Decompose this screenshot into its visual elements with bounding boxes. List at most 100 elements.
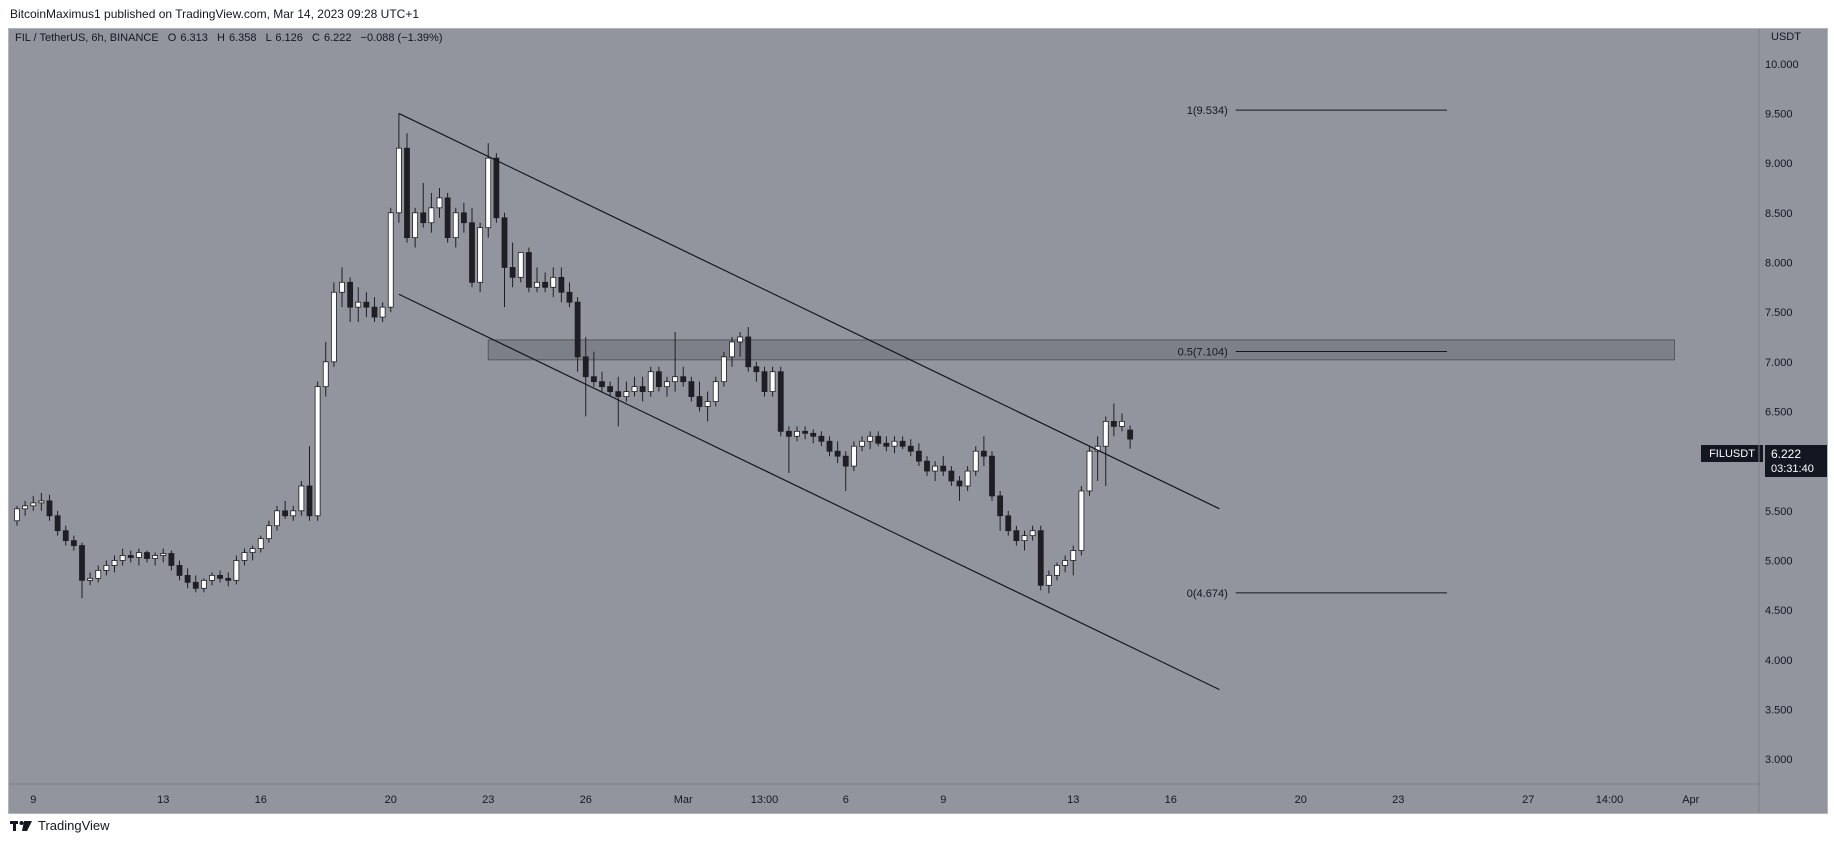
time-scale-background[interactable] — [9, 784, 1759, 813]
candle — [940, 456, 947, 477]
candle — [314, 381, 321, 521]
candle-body — [769, 371, 776, 392]
candle-body — [672, 376, 679, 383]
y-tick-label: 9.500 — [1765, 108, 1793, 120]
x-tick-label: 6 — [843, 794, 849, 806]
currency-label: USDT — [1771, 31, 1801, 43]
plot-background[interactable] — [9, 29, 1759, 784]
candle-body — [517, 252, 524, 278]
candle-body — [972, 450, 979, 472]
candle-body — [412, 212, 419, 239]
chart-frame[interactable]: 1(9.534) 0.5(7.104) 0(4.674) 3.000 3.500 4.0… — [8, 28, 1828, 814]
candle-body — [493, 157, 500, 219]
candle — [729, 336, 735, 367]
candle — [46, 494, 53, 521]
candle — [452, 207, 459, 248]
legend-close: 6.222 — [324, 32, 352, 44]
x-tick-label: 13 — [157, 794, 169, 806]
candle — [1062, 555, 1069, 573]
candle-body — [87, 577, 94, 581]
candle-body — [103, 565, 110, 571]
candle — [274, 505, 280, 531]
candle-body — [891, 440, 898, 447]
footer: TradingView — [10, 818, 110, 833]
candle — [135, 548, 142, 566]
candle-body — [1021, 535, 1028, 542]
candle-body — [899, 440, 906, 447]
legend-low: 6.126 — [275, 32, 303, 44]
candle-body — [176, 565, 183, 576]
candle-body — [956, 480, 963, 487]
fib-level-label: 0.5(7.104) — [1178, 346, 1228, 358]
candle — [233, 555, 240, 585]
fib-level-label: 0(4.674) — [1187, 588, 1228, 600]
x-tick-label: 16 — [255, 794, 267, 806]
candle — [964, 466, 971, 491]
candle — [574, 297, 581, 372]
candle-body — [22, 505, 29, 510]
candle-body — [420, 212, 427, 224]
candle-body — [1013, 530, 1020, 542]
candle — [70, 535, 77, 551]
candle — [980, 436, 987, 467]
candle — [867, 431, 874, 450]
candle — [1045, 570, 1052, 594]
candle-body — [485, 157, 492, 229]
candle-body — [777, 371, 784, 432]
candle — [444, 192, 451, 243]
last-price-tag[interactable]: 6.222 03:31:40 — [1765, 445, 1827, 477]
candle — [225, 572, 232, 587]
candle-body — [1029, 530, 1036, 537]
candle — [119, 548, 126, 566]
candle — [932, 461, 939, 482]
ticker-tag[interactable]: FILUSDT — [1701, 445, 1763, 462]
candle-body — [1127, 429, 1134, 440]
candle — [1078, 485, 1085, 556]
candle-body — [737, 336, 744, 343]
candle-body — [241, 552, 248, 561]
candle-body — [290, 510, 297, 517]
candle — [566, 282, 573, 308]
candle-body — [371, 306, 378, 318]
candle — [989, 451, 995, 501]
candle — [850, 441, 857, 472]
candle — [103, 560, 110, 576]
candle-body — [14, 508, 20, 522]
candle — [371, 297, 378, 323]
candle-body — [623, 391, 630, 397]
candle — [249, 545, 256, 561]
y-tick-label: 7.500 — [1765, 307, 1793, 319]
candle — [802, 426, 809, 440]
candle — [144, 550, 150, 563]
candle — [322, 341, 329, 397]
candle-body — [233, 560, 240, 581]
candle-body — [298, 485, 305, 512]
candle-body — [639, 386, 646, 392]
x-tick-label: 14:00 — [1596, 794, 1624, 806]
candle-body — [753, 366, 760, 373]
candle-body — [209, 574, 215, 581]
candle-body — [810, 432, 817, 437]
candle — [753, 361, 760, 382]
candle — [599, 371, 605, 392]
candle — [217, 570, 224, 583]
y-tick-label: 4.000 — [1765, 655, 1793, 667]
candle-body — [469, 222, 475, 283]
candle — [1102, 416, 1109, 486]
y-tick-label: 3.000 — [1765, 754, 1793, 766]
candle-body — [144, 552, 150, 559]
y-tick-label: 8.000 — [1765, 257, 1793, 269]
candle-body — [932, 465, 939, 472]
candle — [915, 443, 922, 467]
price-scale-background[interactable] — [1759, 29, 1827, 813]
candle — [1054, 562, 1060, 581]
candlestick-chart[interactable]: 1(9.534) 0.5(7.104) 0(4.674) 3.000 3.500 4.0… — [9, 29, 1827, 813]
x-tick-label: 23 — [482, 794, 494, 806]
candle — [436, 187, 443, 218]
candle-body — [217, 574, 224, 579]
candle — [1110, 403, 1117, 437]
legend-c-label: C — [312, 32, 320, 44]
candle-body — [631, 386, 638, 392]
candle — [127, 550, 134, 563]
candle-body — [582, 356, 589, 378]
